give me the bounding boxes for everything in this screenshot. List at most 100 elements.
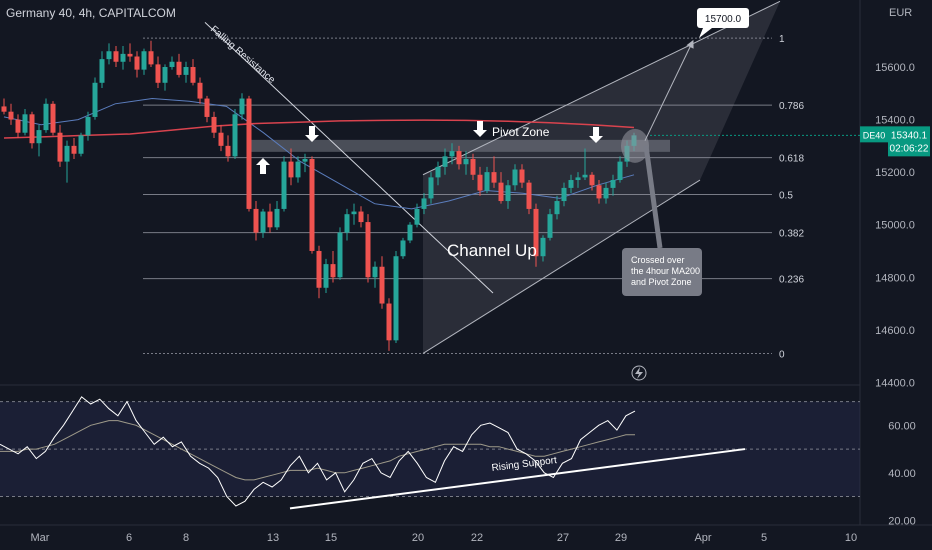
time-tick-label: 22 xyxy=(471,532,483,544)
candle-body xyxy=(15,119,21,133)
down-arrow-icon xyxy=(589,127,603,143)
candle-body xyxy=(386,303,392,341)
candle-body xyxy=(190,67,196,83)
candle-body xyxy=(351,211,357,215)
candle-body xyxy=(36,130,42,144)
candle-body xyxy=(603,187,609,199)
candle-body xyxy=(78,135,84,154)
candle-body xyxy=(428,177,434,199)
time-tick-label: 6 xyxy=(126,532,132,544)
ma200-line xyxy=(3,119,635,139)
candle-body xyxy=(218,132,224,146)
candle-body xyxy=(295,161,301,178)
candle-body xyxy=(113,51,119,62)
up-arrow-icon xyxy=(256,158,270,174)
price-tick-label: 14800.0 xyxy=(875,272,915,284)
candle-body xyxy=(8,111,14,120)
candle-body xyxy=(526,182,532,209)
candle-body xyxy=(302,158,308,162)
candle-body xyxy=(267,211,273,228)
time-axis: Mar 6 8 13 15 20 22 27 29 Apr 5 10 xyxy=(31,532,858,544)
time-tick-label: 5 xyxy=(761,532,767,544)
candle-body xyxy=(211,116,217,133)
lightning-icon-ring xyxy=(631,365,647,381)
candle-body xyxy=(484,172,490,191)
target-callout: 15700.0 xyxy=(697,8,749,38)
down-arrow-icon xyxy=(305,126,319,142)
candle-body xyxy=(169,61,175,68)
candle-body xyxy=(337,232,343,278)
rsi-line xyxy=(0,396,636,507)
candle-body xyxy=(120,53,126,62)
candle-body xyxy=(141,51,147,70)
candle-body xyxy=(225,145,231,157)
candle-body xyxy=(400,240,406,257)
time-tick-label: Apr xyxy=(694,532,711,544)
candle-body xyxy=(50,103,56,133)
candle-body xyxy=(127,53,133,57)
candle-body xyxy=(204,98,210,117)
candle-body xyxy=(435,166,441,178)
candle-body xyxy=(64,145,70,162)
channel-up-label: Channel Up xyxy=(447,241,537,260)
time-tick-label: Mar xyxy=(31,532,50,544)
candle-body xyxy=(148,51,154,65)
price-tag-value: 15340.1 xyxy=(891,130,928,141)
target-callout-tail xyxy=(699,28,712,38)
candle-body xyxy=(477,174,483,191)
price-tick-label: 15600.0 xyxy=(875,62,915,74)
candle-body xyxy=(232,114,238,157)
candle-body xyxy=(512,169,518,186)
candle-body xyxy=(540,237,546,257)
price-tick-label: 15200.0 xyxy=(875,167,915,179)
down-arrow-head xyxy=(589,136,603,143)
candle-body xyxy=(547,214,553,238)
candle-body xyxy=(22,114,28,133)
time-tick-label: 15 xyxy=(325,532,337,544)
candle-body xyxy=(470,158,476,175)
time-tick-label: 27 xyxy=(557,532,569,544)
symbol-tag xyxy=(860,126,888,143)
candle-body xyxy=(281,161,287,209)
candle-body xyxy=(568,180,574,188)
down-arrow-shaft xyxy=(593,127,599,136)
candle-body xyxy=(253,208,259,233)
candle-body xyxy=(358,211,364,223)
candle-body xyxy=(92,82,98,117)
pivot-zone-band xyxy=(250,139,670,152)
rising-support-line xyxy=(289,448,746,510)
candle-body xyxy=(155,64,161,83)
candle-body xyxy=(344,214,350,233)
candle-body xyxy=(561,187,567,202)
candle-body xyxy=(71,145,77,154)
crossover-callout-text: the 4hour MA200 xyxy=(631,266,700,276)
candle-body xyxy=(365,222,371,278)
fib-label: 0 xyxy=(779,349,785,360)
candle-body xyxy=(463,158,469,165)
time-tick-label: 8 xyxy=(183,532,189,544)
rsi-tick-label: 40.00 xyxy=(888,468,916,480)
up-arrow-shaft xyxy=(260,165,266,174)
candle-body xyxy=(491,172,497,183)
target-arrow xyxy=(644,39,694,141)
lightning-icon-bolt xyxy=(635,367,643,379)
candle-body xyxy=(323,264,329,288)
candle-body xyxy=(85,116,91,136)
price-axis: 15600.0 15400.0 15200.0 15000.0 14800.0 14600… xyxy=(650,62,930,389)
crossover-highlight xyxy=(621,128,649,163)
fib-label: 0.786 xyxy=(779,101,804,112)
price-tick-label: 14400.0 xyxy=(875,377,915,389)
chart-title: Germany 40, 4h, CAPITALCOM xyxy=(6,6,176,20)
rsi-ma-line xyxy=(0,420,635,481)
candle-body xyxy=(421,198,427,209)
down-arrow-icon xyxy=(473,121,487,137)
candle-body xyxy=(239,98,245,115)
rsi-pane: 60.00 40.00 20.00 xyxy=(0,396,916,527)
candle-body xyxy=(505,185,511,202)
fib-label: 0.236 xyxy=(779,275,804,286)
candle-body xyxy=(610,180,616,188)
candle-body xyxy=(183,67,189,75)
price-tick-label: 15400.0 xyxy=(875,115,915,127)
